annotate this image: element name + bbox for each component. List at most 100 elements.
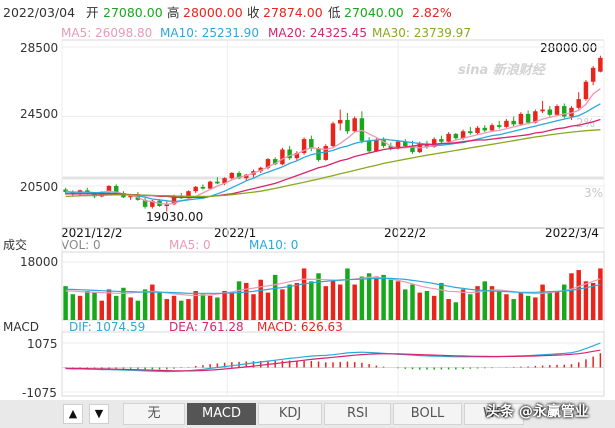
candle-body [403, 141, 408, 147]
volume-bar [128, 297, 133, 320]
candle-body [489, 125, 495, 131]
candlestick-series [63, 55, 603, 212]
candle-body [294, 152, 300, 159]
candle-body [193, 186, 198, 192]
tab-rsi[interactable]: RSI [324, 403, 391, 425]
volume-bar [540, 284, 545, 320]
candle-body [171, 195, 177, 205]
price-tick-low: 20500 [20, 180, 59, 194]
volume-bar [280, 289, 285, 320]
candle-body [106, 186, 112, 193]
candle-body [229, 172, 235, 179]
volume-bar [113, 295, 119, 320]
candle-body [352, 118, 357, 132]
candle-body [222, 178, 227, 184]
volume-bar [229, 292, 235, 320]
header-date: 2022/03/04 [3, 5, 76, 20]
volume-bar [525, 295, 531, 320]
candle-body [113, 186, 119, 193]
vol-legend: VOL: 0 [61, 238, 101, 252]
candle-body [215, 181, 220, 184]
volume-bar [395, 281, 401, 320]
volume-bar [323, 286, 329, 320]
volume-bar [301, 268, 307, 320]
candle-body [316, 148, 321, 160]
arrow-up-button[interactable]: ▲ [63, 404, 83, 424]
ma10-line [65, 103, 601, 203]
volume-bar [178, 300, 184, 320]
volume-bar [345, 268, 350, 320]
date-label-1: 2021/12/2 [61, 226, 123, 240]
candle-body [511, 120, 516, 125]
volume-bar [489, 286, 495, 320]
price-tick-mid: 24500 [20, 107, 59, 121]
volume-bar [504, 294, 509, 320]
volume-bar [562, 284, 567, 320]
min-price-annotation: 19030.00 [146, 210, 204, 224]
candle-body [337, 119, 343, 124]
volume-bar [135, 300, 141, 320]
high-value: 28000.00 [183, 5, 243, 20]
volume-bar [475, 286, 480, 320]
volume-bar [316, 273, 321, 320]
volume-bar [236, 281, 242, 320]
candle-body [287, 149, 292, 159]
tab-无[interactable]: 无 [123, 403, 185, 425]
volume-bar [511, 299, 516, 320]
volume-bar [496, 291, 502, 320]
date-label-3: 2022/2 [384, 226, 427, 240]
candle-body [496, 125, 502, 127]
macd-panel-border [61, 331, 605, 397]
candle-body [482, 127, 488, 131]
candle-body [323, 146, 329, 160]
candle-body [518, 113, 524, 125]
volume-bar [272, 274, 278, 320]
low-value: 27040.00 [344, 5, 404, 20]
arrow-down-button[interactable]: ▼ [89, 404, 109, 424]
candle-body [388, 146, 394, 149]
candle-body [374, 139, 379, 152]
candle-body [200, 186, 206, 189]
candle-body [345, 119, 350, 132]
volume-bar [142, 289, 148, 320]
volume-bar [287, 284, 292, 320]
macd-label: MACD [3, 320, 39, 334]
tab-macd[interactable]: MACD [187, 403, 256, 425]
price-tick-high: 28500 [20, 41, 59, 55]
volume-bar [590, 282, 596, 320]
ma20-legend: MA20: 24325.45 [268, 26, 367, 40]
macd-value-legend: MACD: 626.63 [257, 320, 343, 334]
tab-kdj[interactable]: KDJ [258, 403, 322, 425]
volume-bar [366, 273, 372, 320]
volume-bar [453, 302, 459, 320]
volume-bar [186, 299, 191, 320]
candle-body [598, 57, 603, 72]
candle-body [207, 181, 213, 189]
candle-body [583, 81, 589, 100]
volume-bar [569, 273, 574, 320]
dif-legend: DIF: 1074.59 [69, 320, 146, 334]
date-label-2: 2022/1 [214, 226, 257, 240]
candle-body [395, 141, 401, 149]
volume-bar [381, 274, 386, 320]
candle-body [554, 106, 560, 115]
candle-body [569, 107, 574, 117]
dea-legend: DEA: 761.28 [169, 320, 244, 334]
candle-body [525, 113, 531, 123]
volume-bar [121, 287, 126, 320]
volume-bar [439, 282, 444, 320]
volume-bar [576, 270, 581, 320]
candle-body [460, 131, 466, 139]
ma10-legend: MA10: 25231.90 [160, 26, 259, 40]
candle-body [272, 159, 278, 165]
candle-body [186, 191, 191, 199]
candle-body [244, 174, 249, 179]
tab-boll[interactable]: BOLL [393, 403, 462, 425]
candle-body [562, 106, 567, 117]
candle-body [309, 139, 314, 149]
tab-wr[interactable]: WR [464, 403, 524, 425]
candle-body [63, 189, 68, 193]
volume-bar [85, 291, 90, 320]
volume-bar [77, 295, 83, 320]
low-label: 低 [328, 5, 341, 20]
